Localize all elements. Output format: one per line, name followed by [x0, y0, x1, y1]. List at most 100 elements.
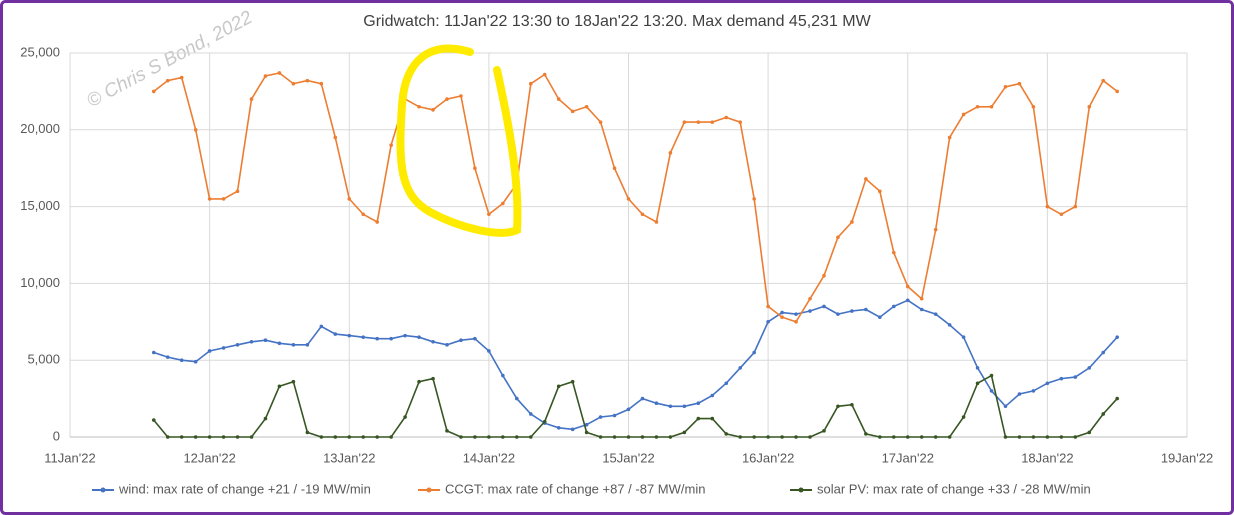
point: [473, 336, 477, 341]
point: [640, 212, 645, 217]
point: [961, 415, 966, 419]
point: [319, 324, 324, 329]
x-tick-label: 12Jan'22: [183, 450, 235, 465]
point: [417, 335, 421, 339]
x-tick-label: 14Jan'22: [463, 450, 515, 465]
x-tick-label: 13Jan'22: [323, 450, 375, 465]
point: [961, 335, 966, 339]
point: [975, 366, 980, 370]
point: [850, 309, 854, 313]
point: [961, 112, 966, 117]
point: [780, 435, 784, 439]
point: [305, 78, 310, 83]
legend-label: wind: max rate of change +21 / -19 MW/mi…: [118, 481, 371, 496]
point: [263, 416, 268, 421]
point: [333, 135, 338, 140]
point: [403, 333, 407, 338]
point: [598, 435, 603, 439]
point: [864, 177, 868, 181]
point: [165, 355, 170, 359]
y-tick-label: 15,000: [20, 198, 60, 213]
point: [919, 296, 924, 301]
point: [542, 72, 547, 77]
legend-marker: [798, 487, 804, 493]
point: [1101, 78, 1106, 83]
point: [291, 343, 296, 347]
point: [542, 419, 547, 424]
point: [822, 429, 826, 433]
point: [682, 120, 687, 124]
point: [1003, 84, 1008, 89]
point: [459, 338, 463, 343]
point: [291, 379, 296, 384]
point: [919, 307, 924, 312]
x-tick-label: 17Jan'22: [882, 450, 934, 465]
point: [193, 435, 198, 439]
chart-title: Gridwatch: 11Jan'22 13:30 to 18Jan'22 13…: [363, 13, 871, 30]
point: [696, 401, 701, 406]
point: [263, 338, 268, 343]
point: [738, 120, 742, 124]
point: [724, 432, 729, 436]
point: [864, 307, 868, 312]
point: [277, 341, 282, 346]
point: [612, 435, 617, 439]
point: [626, 407, 631, 412]
point: [1045, 204, 1050, 209]
point: [947, 435, 952, 439]
point: [347, 197, 352, 201]
y-tick-label: 10,000: [20, 275, 60, 290]
point: [878, 189, 882, 194]
point: [808, 296, 812, 301]
point: [1101, 350, 1106, 355]
point: [766, 320, 770, 324]
point: [989, 104, 994, 109]
point: [515, 435, 519, 439]
point: [626, 435, 631, 439]
point: [654, 401, 659, 406]
point: [1087, 366, 1092, 370]
point: [207, 349, 212, 353]
point: [389, 143, 393, 147]
series-line: [153, 72, 1118, 323]
point: [598, 415, 603, 419]
point: [556, 384, 561, 389]
point: [794, 435, 798, 439]
point: [431, 339, 435, 344]
point: [235, 343, 240, 347]
point: [836, 404, 840, 409]
point: [361, 335, 366, 339]
point: [1073, 375, 1078, 379]
point: [612, 166, 617, 170]
point: [1073, 204, 1078, 209]
point: [1045, 435, 1050, 439]
point: [696, 416, 701, 421]
point: [570, 427, 575, 432]
point: [640, 435, 645, 439]
point: [752, 197, 756, 201]
point: [822, 304, 826, 309]
point: [249, 435, 254, 439]
point: [193, 359, 198, 364]
point: [850, 402, 854, 407]
point: [179, 75, 184, 80]
point: [933, 227, 938, 232]
point: [165, 435, 170, 439]
point: [738, 435, 742, 439]
point: [319, 435, 324, 439]
point: [1017, 435, 1022, 439]
y-tick-label: 0: [53, 428, 60, 443]
point: [640, 396, 645, 401]
point: [165, 78, 170, 83]
point: [668, 404, 673, 409]
point: [724, 115, 729, 120]
point: [752, 350, 756, 355]
series-line: [153, 299, 1118, 431]
point: [473, 166, 477, 170]
point: [151, 418, 156, 422]
point: [1087, 104, 1092, 109]
point: [221, 346, 226, 350]
highlight-circle: [396, 44, 522, 237]
point: [905, 435, 910, 439]
point: [375, 336, 379, 341]
